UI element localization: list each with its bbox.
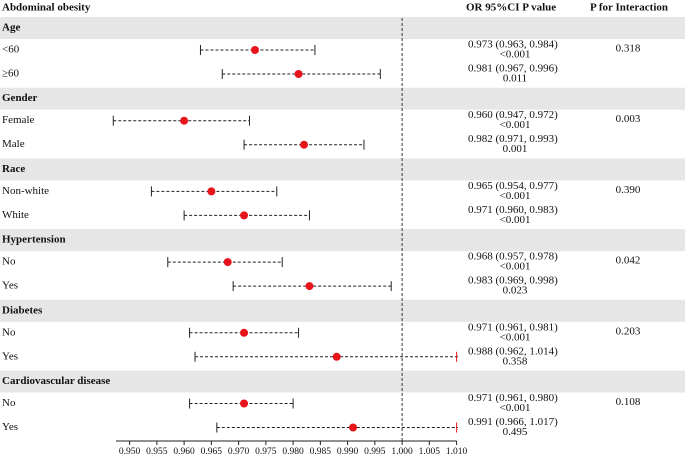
group-band: [0, 158, 685, 181]
group-label: Gender: [2, 92, 38, 104]
group-label: Race: [2, 163, 25, 175]
header-p-interaction: P for Interaction: [590, 2, 668, 14]
p-value: 0.358: [503, 355, 528, 367]
ci-text: 0.991 (0.966, 1.017): [468, 416, 558, 428]
or-point: [294, 70, 303, 78]
p-value: <0.001: [500, 190, 531, 202]
p-interaction: 0.390: [616, 184, 641, 196]
p-interaction: 0.003: [616, 113, 641, 125]
ci-text: 0.960 (0.947, 0.972): [468, 109, 558, 121]
header-or: OR 95%CI P value: [466, 2, 556, 14]
or-point: [180, 116, 189, 125]
or-point: [207, 187, 216, 196]
p-value: 0.495: [503, 426, 528, 438]
or-point: [305, 282, 314, 291]
group-band: [0, 87, 685, 110]
x-tick-label: 0.970: [228, 447, 250, 455]
x-tick-label: 0.990: [337, 447, 359, 455]
group-label: Cardiovascular disease: [2, 375, 110, 387]
p-interaction: 0.042: [616, 255, 641, 267]
or-point: [332, 352, 341, 361]
ci-text: 0.981 (0.967, 0.996): [468, 63, 558, 75]
or-point: [240, 328, 249, 337]
row-label: Female: [2, 114, 34, 126]
row-label: Yes: [2, 350, 18, 362]
group-band: [0, 299, 685, 322]
row-label: No: [2, 326, 16, 338]
group-label: Age: [2, 22, 20, 34]
p-interaction: 0.108: [616, 396, 641, 408]
p-value: <0.001: [500, 261, 531, 273]
ci-text: 0.971 (0.961, 0.980): [468, 392, 558, 404]
row-label: ≥60: [2, 68, 20, 80]
ci-text: 0.983 (0.969, 0.998): [468, 275, 558, 287]
or-point: [349, 423, 358, 432]
p-value: 0.001: [503, 143, 528, 155]
x-tick-label: 0.955: [146, 447, 168, 455]
x-tick-label: 0.985: [310, 447, 332, 455]
p-value: <0.001: [500, 214, 531, 226]
group-band: [0, 229, 685, 252]
row-label: Non-white: [2, 185, 49, 197]
ci-text: 0.968 (0.957, 0.978): [468, 251, 558, 263]
header-title: Abdominal obesity: [2, 2, 91, 14]
p-interaction: 0.318: [616, 43, 641, 55]
group-band: [0, 17, 685, 39]
ci-text: 0.982 (0.971, 0.993): [468, 133, 558, 145]
x-tick-label: 0.995: [364, 447, 386, 455]
p-value: <0.001: [500, 402, 531, 414]
row-label: No: [2, 397, 16, 409]
row-label: White: [2, 209, 29, 221]
p-value: <0.001: [500, 119, 531, 131]
group-band: [0, 370, 685, 393]
p-value: 0.011: [503, 73, 527, 85]
ci-text: 0.965 (0.954, 0.977): [468, 180, 558, 192]
x-tick-label: 1.005: [419, 447, 441, 455]
ci-text: 0.971 (0.960, 0.983): [468, 204, 558, 216]
or-point: [300, 140, 309, 149]
x-tick-label: 0.960: [173, 447, 195, 455]
row-label: <60: [2, 44, 20, 56]
row-label: Yes: [2, 421, 18, 433]
p-value: <0.001: [500, 49, 531, 61]
p-interaction: 0.203: [616, 325, 641, 337]
x-tick-label: 0.965: [201, 447, 223, 455]
or-point: [240, 211, 249, 220]
or-point: [223, 258, 232, 267]
or-point: [250, 46, 259, 54]
x-tick-label: 1.010: [446, 447, 468, 455]
row-label: No: [2, 256, 16, 268]
row-label: Yes: [2, 280, 18, 292]
x-tick-label: 0.980: [282, 447, 304, 455]
or-point: [240, 399, 249, 408]
group-label: Diabetes: [2, 304, 43, 316]
x-tick-label: 0.975: [255, 447, 277, 455]
row-label: Male: [2, 138, 25, 150]
ci-text: 0.971 (0.961, 0.981): [468, 321, 558, 333]
ci-text: 0.988 (0.962, 1.014): [468, 345, 558, 357]
p-value: <0.001: [500, 331, 531, 343]
group-label: Hypertension: [2, 234, 66, 246]
x-tick-label: 1.000: [391, 447, 413, 455]
x-tick-label: 0.950: [119, 447, 141, 455]
p-value: 0.023: [503, 285, 528, 297]
ci-text: 0.973 (0.963, 0.984): [468, 39, 558, 51]
